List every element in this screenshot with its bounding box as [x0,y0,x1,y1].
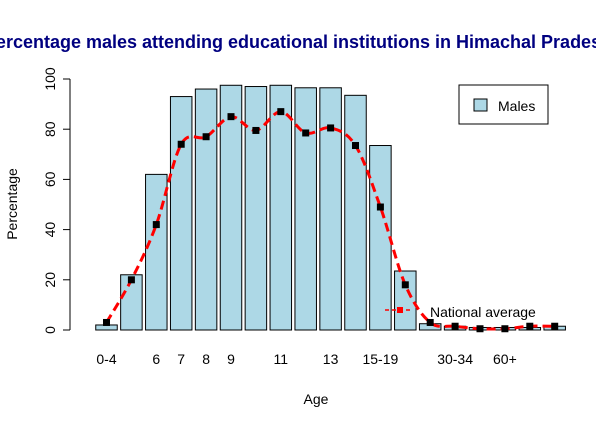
y-tick-label: 100 [42,67,58,91]
bar-10 [244,86,268,331]
bar-12 [294,87,317,331]
y-tick-label: 40 [42,222,58,238]
x-tick-label: 6 [152,351,160,367]
avg-point-50-59 [526,322,534,330]
avg-point-7 [177,140,185,148]
avg-point-60+ [551,322,559,330]
avg-point-14 [352,142,359,150]
annotation-marker [397,307,403,313]
y-axis-label: Percentage [4,168,20,240]
national-average-line [103,108,559,333]
avg-point-20-24 [401,281,409,289]
chart-title: Percentage males attending educational i… [0,32,596,52]
bar-13 [319,87,342,331]
x-tick-label: 60+ [493,351,517,367]
avg-point-8 [202,133,210,141]
bar-9 [219,84,243,331]
avg-point-25-29 [426,318,434,326]
avg-point-12 [302,129,310,137]
y-axis: 0 20 40 60 80 100 [42,67,71,334]
bar-7 [169,96,193,331]
avg-point-35-39 [476,325,484,333]
x-tick-label: 7 [177,351,185,367]
bar-8 [194,88,218,331]
y-tick-label: 0 [42,326,58,334]
y-tick-label: 80 [42,121,58,137]
avg-point-6 [152,221,160,229]
bar-6 [145,173,168,331]
avg-point-30-34 [451,322,459,330]
x-tick-labels: 0-4 6 7 8 9 11 13 15-19 30-34 60+ [96,351,516,367]
avg-point-40-49 [501,325,509,333]
x-tick-label: 0-4 [96,351,116,367]
avg-point-0-4 [103,318,110,326]
y-tick-label: 20 [42,272,58,288]
avg-point-9 [227,113,235,121]
bars [95,84,566,331]
national-average-annotation: National average [385,304,536,320]
legend-swatch [473,98,488,112]
bar-5 [120,274,143,331]
avg-point-13 [327,124,335,132]
avg-point-11 [277,108,285,116]
legend-label-males: Males [498,98,535,114]
x-tick-label: 9 [227,351,235,367]
bar-14 [344,94,367,331]
legend: Males [458,84,549,125]
x-tick-label: 15-19 [362,351,398,367]
x-tick-label: 11 [274,351,289,367]
x-tick-label: 13 [323,351,339,367]
avg-point-5 [127,276,135,284]
x-axis-label: Age [304,391,329,407]
annotation-text: National average [430,304,536,320]
bar-11 [269,84,293,331]
avg-point-15-19 [376,203,384,211]
x-tick-label: 30-34 [437,351,473,367]
avg-point-10 [252,126,260,134]
y-tick-label: 60 [42,171,58,187]
bar-20-24 [394,270,417,331]
bar-15-19 [369,145,392,331]
x-tick-label: 8 [202,351,210,367]
